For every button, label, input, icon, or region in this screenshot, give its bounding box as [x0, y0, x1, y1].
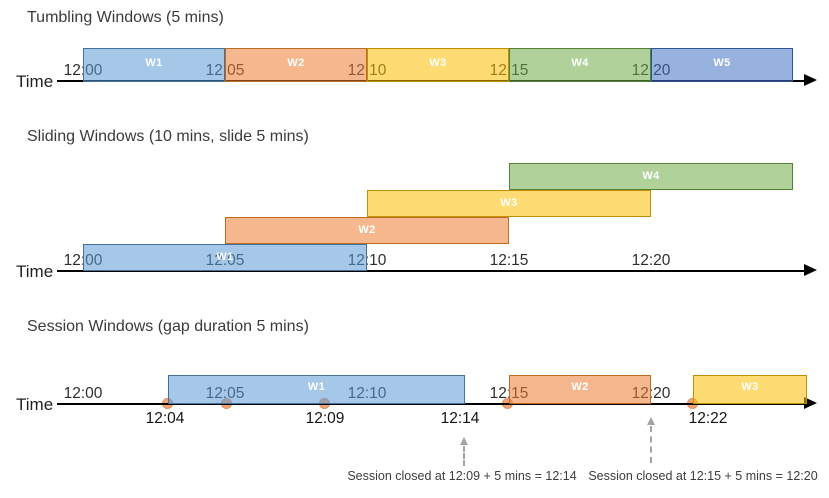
sliding-time-axis [57, 270, 805, 272]
session-axis-arrowhead-icon [804, 397, 817, 409]
session-window-w3-label: W3 [741, 381, 759, 393]
session-window-w1: W1 [168, 375, 465, 404]
session-window-w2-label: W2 [571, 381, 589, 393]
sliding-time-label: Time [16, 262, 54, 281]
event-time-1204: 12:04 [145, 410, 185, 427]
tumbling-axis-arrowhead-icon [804, 74, 817, 86]
sliding-window-w3-label: W3 [500, 197, 518, 209]
session-time-label: Time [16, 395, 54, 414]
sliding-window-w2: W2 [225, 217, 509, 244]
tumbling-time-label: Time [16, 72, 54, 91]
dashed-up-arrow-shaft [463, 446, 465, 466]
sliding-tick-1215: 12:15 [489, 252, 529, 269]
tumbling-window-w3-label: W3 [429, 57, 447, 69]
dashed-up-arrow-shaft [650, 426, 652, 463]
event-time-1222: 12:22 [688, 410, 728, 427]
tumbling-window-w5-label: W5 [713, 57, 731, 69]
tumbling-window-w5: W5 [651, 48, 793, 82]
tumbling-window-w2-label: W2 [287, 57, 305, 69]
sliding-window-w4: W4 [509, 163, 793, 190]
tumbling-window-w1-label: W1 [145, 57, 163, 69]
tumbling-window-w4-label: W4 [571, 57, 589, 69]
sliding-window-w2-label: W2 [358, 224, 376, 236]
sliding-window-w4-label: W4 [642, 170, 660, 182]
sliding-window-w1-label: W1 [216, 251, 234, 263]
sliding-tick-1220: 12:20 [631, 252, 671, 269]
sliding-window-w3: W3 [367, 190, 651, 217]
tumbling-section-title: Tumbling Windows (5 mins) [27, 9, 224, 26]
session-window-w1-label: W1 [307, 381, 326, 393]
session-closed-annotation-2: Session closed at 12:15 + 5 mins = 12:20 [588, 469, 818, 483]
session-section-title: Session Windows (gap duration 5 mins) [27, 318, 309, 335]
sliding-section-title: Sliding Windows (10 mins, slide 5 mins) [27, 128, 309, 145]
tumbling-window-w1: W1 [83, 48, 225, 82]
dashed-up-arrow-icon [460, 437, 468, 445]
event-time-1209: 12:09 [305, 410, 345, 427]
sliding-axis-arrowhead-icon [804, 264, 817, 276]
session-closed-annotation-1: Session closed at 12:09 + 5 mins = 12:14 [347, 469, 577, 483]
tumbling-window-w4: W4 [509, 48, 651, 82]
session-window-w3: W3 [693, 375, 807, 404]
event-time-1214: 12:14 [440, 410, 480, 427]
tumbling-window-w2: W2 [225, 48, 367, 82]
session-tick-1200: 12:00 [63, 385, 103, 402]
dashed-up-arrow-icon [647, 417, 655, 425]
sliding-window-w1: W1 [83, 244, 367, 271]
tumbling-window-w3: W3 [367, 48, 509, 82]
session-time-axis [57, 403, 805, 405]
session-window-w2: W2 [509, 375, 651, 404]
